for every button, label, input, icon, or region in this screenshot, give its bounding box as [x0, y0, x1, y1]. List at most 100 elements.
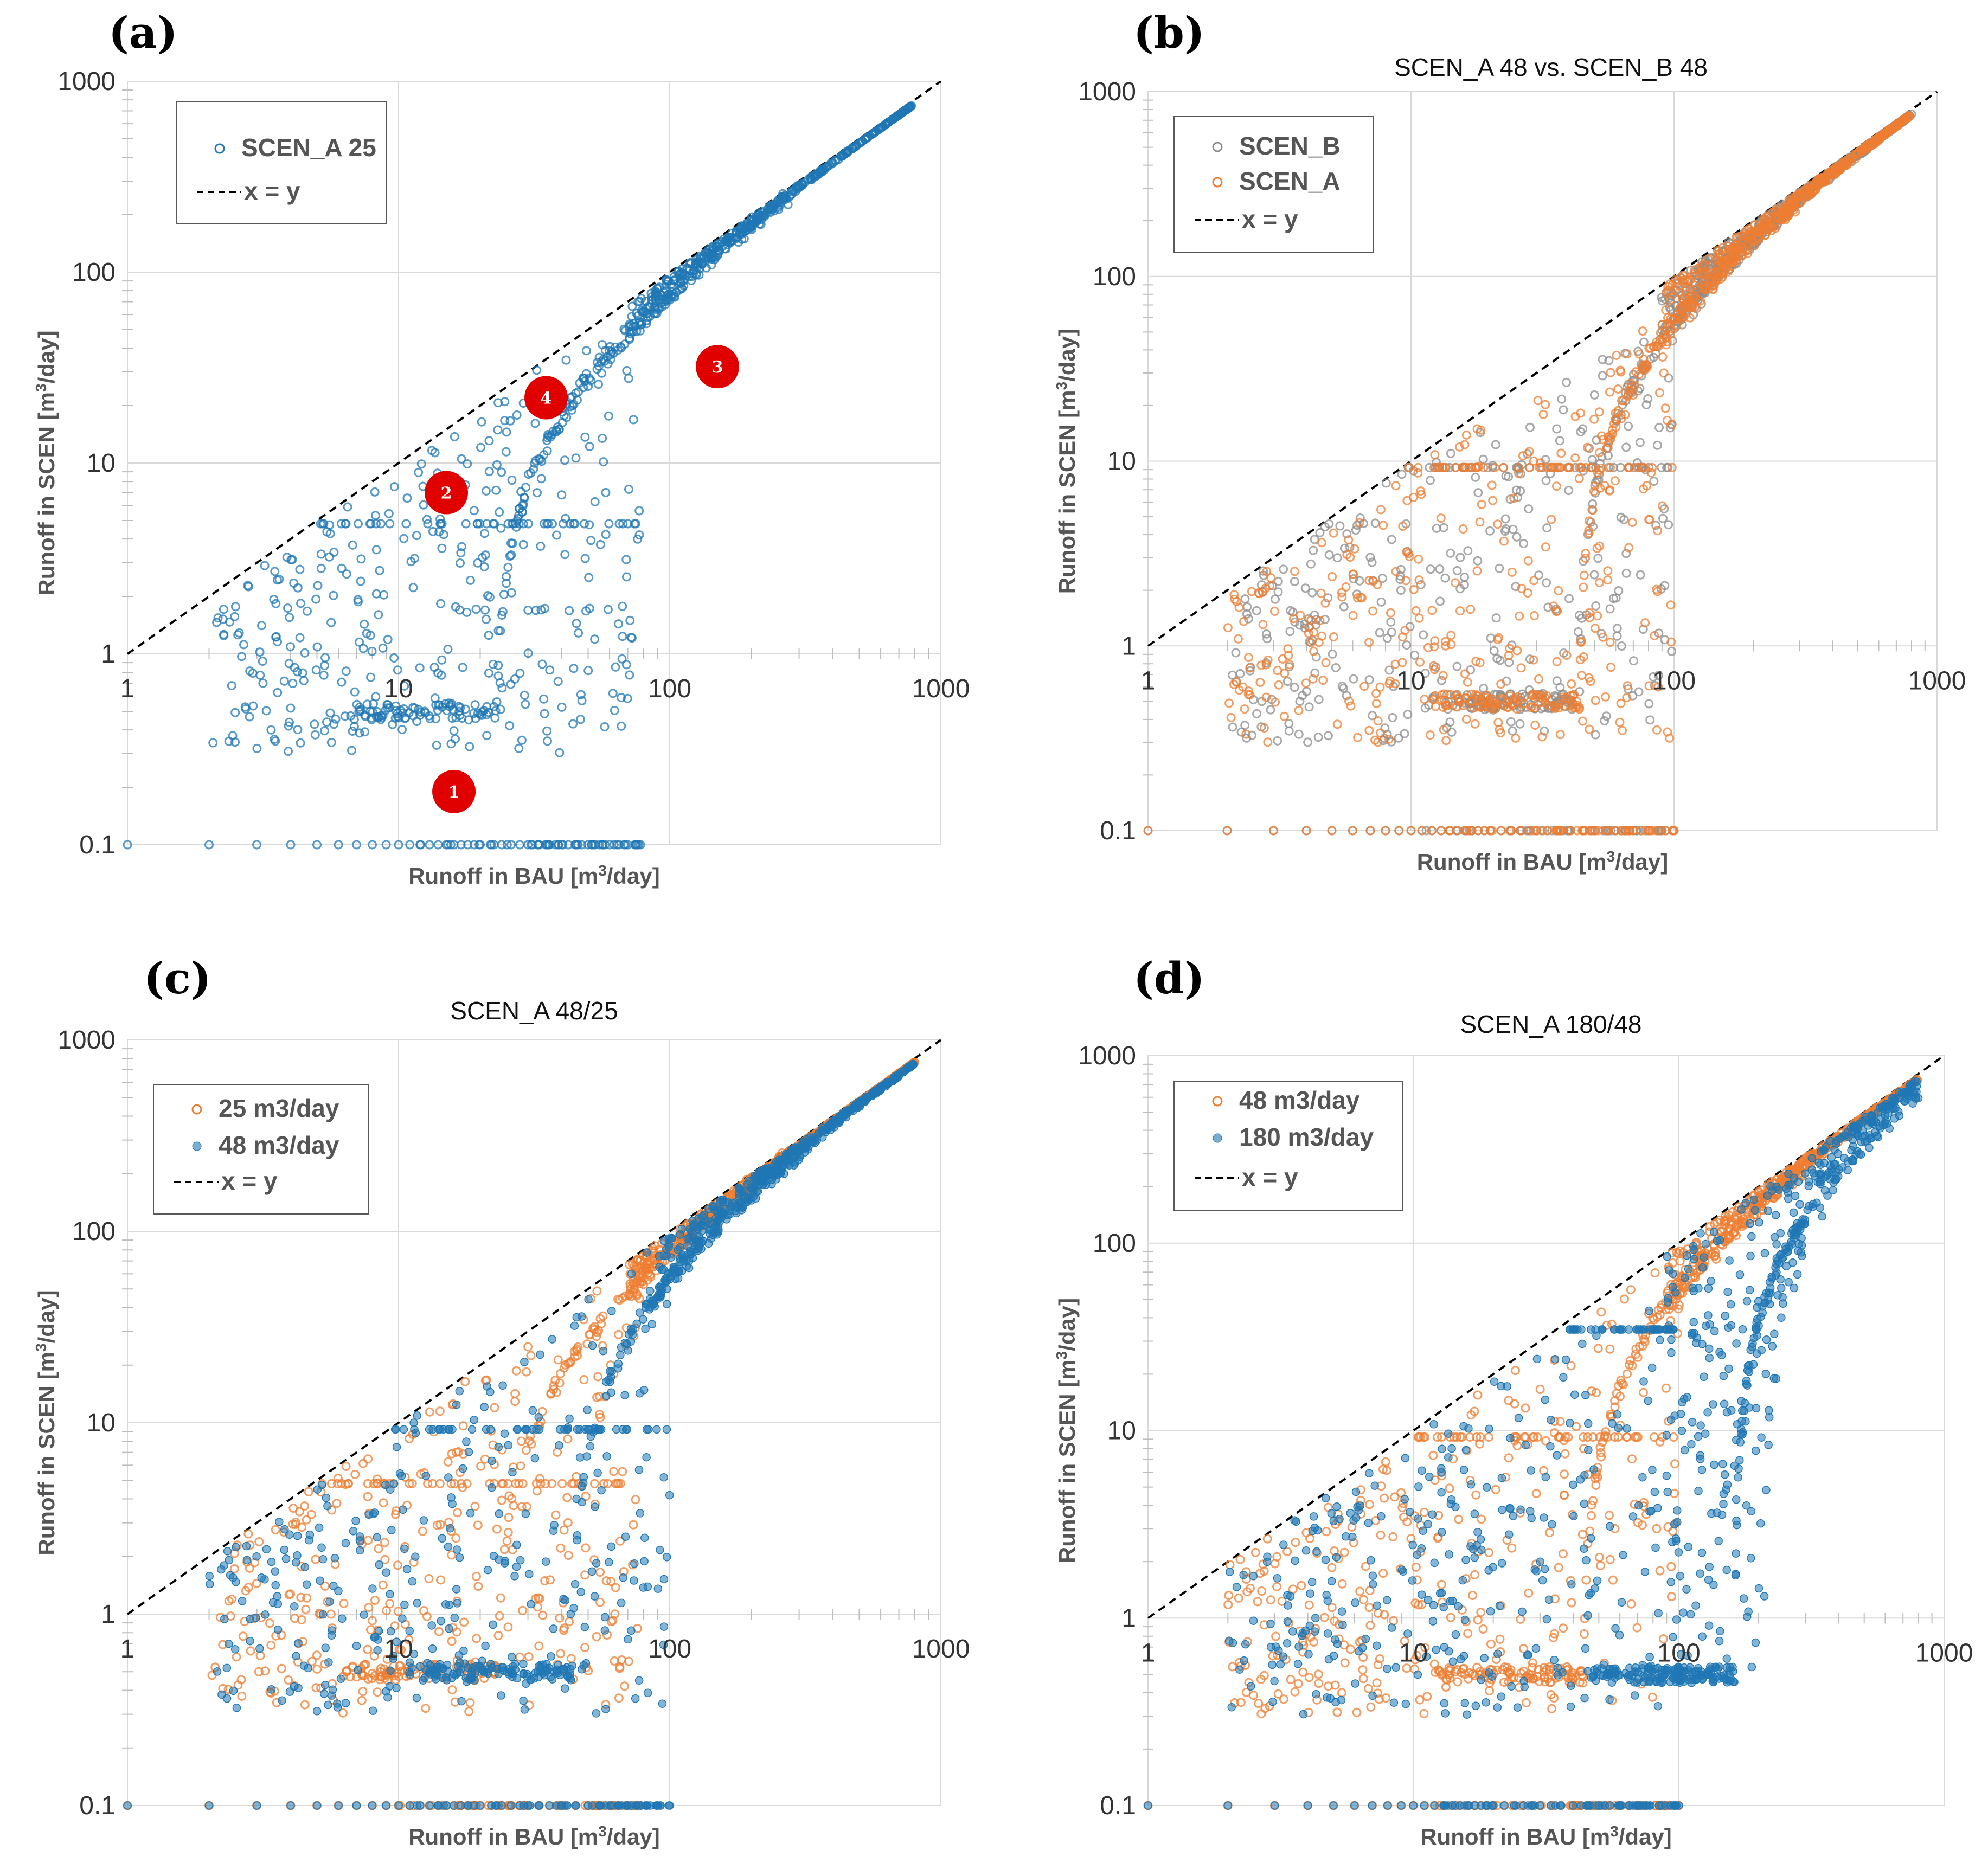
data-point: [1434, 462, 1444, 472]
annotation-circle: [425, 471, 469, 515]
data-point: [354, 519, 363, 529]
data-point: [667, 281, 677, 291]
data-point: [1398, 522, 1408, 531]
data-point: [296, 738, 305, 748]
data-point: [1667, 462, 1677, 472]
data-point: [239, 640, 248, 650]
data-point: [311, 594, 321, 604]
data-point: [1606, 663, 1616, 672]
data-point: [497, 683, 507, 693]
data-point: [1524, 447, 1534, 457]
data-point: [1611, 593, 1621, 603]
data-point: [1351, 525, 1361, 535]
data-point: [622, 572, 631, 582]
data-point: [1652, 725, 1662, 735]
data-point: [1538, 826, 1548, 836]
data-point: [423, 1479, 433, 1488]
data-point: [255, 670, 265, 680]
data-point: [626, 632, 636, 642]
data-point: [1543, 602, 1553, 612]
data-point: [427, 446, 437, 455]
data-point: [783, 200, 793, 209]
data-point: [1605, 485, 1615, 495]
data-point: [1651, 521, 1661, 530]
data-point: [1415, 657, 1425, 667]
data-point: [1789, 202, 1799, 211]
data-point: [611, 662, 620, 672]
data-point: [370, 511, 380, 521]
data-point: [1530, 721, 1540, 730]
data-point: [1774, 213, 1784, 222]
data-point: [627, 301, 637, 311]
data-point: [1460, 669, 1470, 679]
data-point: [1356, 593, 1365, 602]
data-point: [746, 222, 755, 232]
data-point: [1667, 646, 1677, 656]
data-point: [1677, 306, 1687, 316]
data-point: [1386, 617, 1396, 627]
data-point: [542, 726, 552, 736]
x-axis-label-unit: /day]: [1615, 849, 1668, 875]
data-point: [1463, 677, 1472, 687]
data-point: [1394, 826, 1404, 836]
data-point: [659, 1251, 669, 1260]
data-point: [484, 668, 493, 678]
data-point: [1223, 623, 1233, 633]
data-point: [1224, 698, 1234, 708]
data-point: [1584, 673, 1594, 683]
data-point: [502, 840, 512, 850]
data-point: [488, 659, 498, 669]
data-point: [302, 1515, 311, 1525]
data-point: [237, 1691, 247, 1701]
data-point: [329, 719, 339, 729]
data-point: [625, 335, 634, 344]
data-point: [1623, 462, 1633, 472]
data-point: [455, 1553, 464, 1562]
data-point: [467, 1425, 477, 1434]
data-point: [557, 702, 567, 712]
data-point: [1616, 512, 1626, 522]
data-point: [1309, 545, 1318, 555]
y-axis-label: Runoff in SCEN [m3/day]: [33, 330, 60, 595]
data-point: [633, 534, 643, 544]
data-point: [1666, 600, 1676, 610]
data-point: [374, 1544, 383, 1553]
data-point: [1403, 710, 1413, 719]
data-point: [558, 840, 568, 850]
data-point: [598, 433, 607, 443]
data-point: [1266, 705, 1275, 715]
legend-entry: SCEN_B: [1239, 132, 1341, 160]
data-point: [1643, 394, 1653, 403]
data-point: [489, 840, 499, 850]
data-point: [737, 227, 747, 237]
data-point: [1724, 254, 1734, 264]
data-point: [230, 602, 240, 612]
data-point: [1259, 723, 1269, 733]
data-point: [1355, 518, 1364, 528]
data-point: [383, 634, 393, 644]
data-point: [1581, 549, 1591, 558]
data-point: [1606, 462, 1615, 472]
data-point: [625, 670, 634, 680]
data-point: [1532, 826, 1542, 836]
data-point: [1541, 542, 1550, 552]
data-point: [1258, 620, 1268, 629]
data-point: [480, 529, 490, 538]
y-tick-label: 100: [1093, 262, 1136, 291]
data-point: [861, 1094, 869, 1103]
data-point: [561, 355, 571, 365]
data-point: [601, 487, 611, 497]
data-point: [1268, 826, 1278, 836]
data-point: [1586, 462, 1596, 472]
data-point: [1550, 462, 1560, 472]
data-point: [1714, 252, 1724, 262]
data-point: [1616, 698, 1626, 708]
data-point: [437, 670, 446, 680]
data-point: [1542, 578, 1551, 588]
data-point: [245, 712, 254, 722]
data-point: [1429, 462, 1439, 472]
data-point: [1488, 461, 1498, 471]
data-point: [483, 591, 492, 600]
data-point: [572, 1472, 581, 1481]
